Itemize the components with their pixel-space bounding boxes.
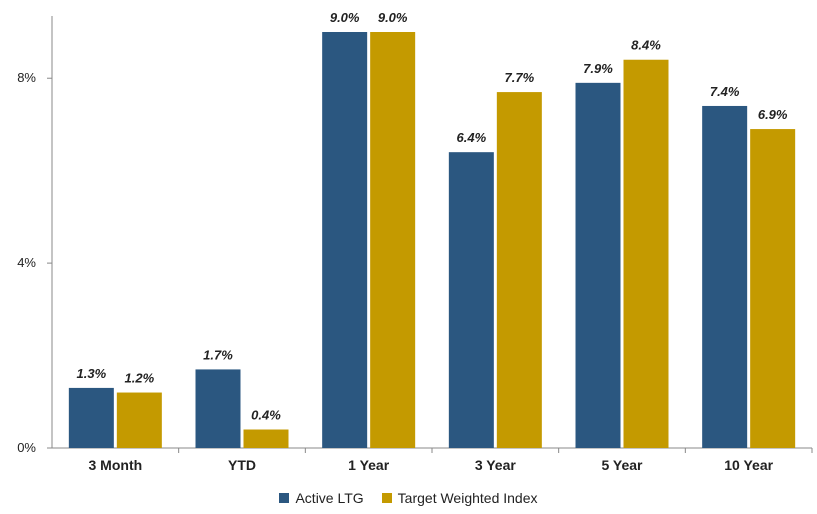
bar — [750, 129, 796, 449]
bar-chart: 0% 4% 8% 3 Month 1.3% 1.2% YTD 1.7% 0.4% 1 Year 9.… — [17, 10, 813, 473]
x-category-label: 10 Year — [724, 457, 773, 473]
legend-swatch-target-weighted-index — [381, 493, 392, 503]
data-label: 6.9% — [758, 107, 788, 122]
legend-label-target-weighted-index: Target Weighted Index — [397, 490, 538, 506]
bar — [448, 152, 494, 448]
data-label: 1.7% — [203, 347, 233, 362]
data-label: 1.3% — [77, 366, 107, 381]
data-label: 7.4% — [710, 84, 740, 99]
y-tick-label: 0% — [17, 440, 36, 455]
bar — [68, 387, 114, 448]
data-label: 0.4% — [251, 408, 281, 423]
bar — [243, 429, 289, 448]
y-tick-label: 4% — [17, 255, 36, 270]
data-label: 1.2% — [125, 371, 155, 386]
bar — [496, 92, 542, 448]
data-label: 9.0% — [378, 10, 408, 25]
data-label: 7.7% — [505, 70, 535, 85]
x-category-label: YTD — [228, 457, 256, 473]
x-category-label: 3 Year — [475, 457, 517, 473]
bar — [575, 82, 621, 448]
x-category-label: 5 Year — [601, 457, 643, 473]
legend-item-target-weighted-index: Target Weighted Index — [381, 490, 538, 506]
bar — [116, 392, 162, 448]
bar — [702, 105, 748, 448]
bar — [623, 59, 669, 448]
legend-label-active-ltg: Active LTG — [295, 490, 364, 506]
bar — [195, 369, 241, 448]
bar — [370, 32, 416, 448]
data-label: 9.0% — [330, 10, 360, 25]
x-category-label: 3 Month — [89, 457, 143, 473]
data-label: 8.4% — [631, 38, 661, 53]
legend-item-active-ltg: Active LTG — [279, 490, 364, 506]
bar — [322, 32, 368, 448]
x-category-label: 1 Year — [348, 457, 390, 473]
data-label: 6.4% — [457, 130, 487, 145]
data-label: 7.9% — [583, 61, 613, 76]
legend: Active LTG Target Weighted Index — [0, 490, 817, 506]
y-tick-label: 8% — [17, 70, 36, 85]
legend-swatch-active-ltg — [279, 493, 290, 503]
